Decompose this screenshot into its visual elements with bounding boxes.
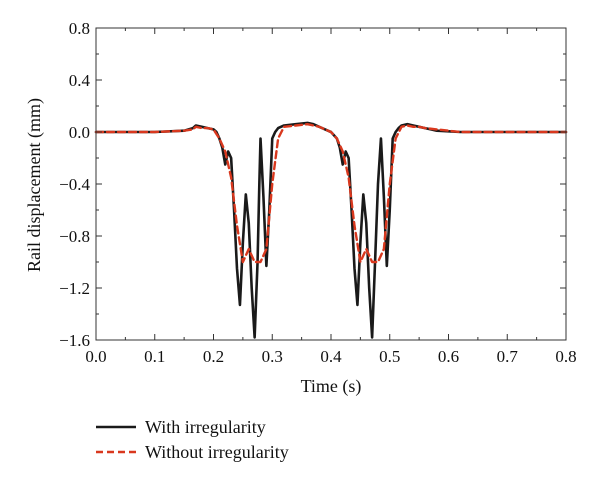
x-tick-label: 0.5: [379, 347, 400, 366]
x-tick-label: 0.8: [555, 347, 576, 366]
y-tick-label: 0.8: [69, 19, 90, 38]
legend-label-with-irregularity: With irregularity: [145, 417, 266, 437]
x-tick-label: 0.3: [262, 347, 283, 366]
x-tick-label: 0.7: [497, 347, 519, 366]
y-tick-label: 0.4: [69, 71, 91, 90]
x-tick-label: 0.4: [320, 347, 342, 366]
y-tick-label: −1.2: [59, 279, 90, 298]
x-tick-label: 0.1: [144, 347, 165, 366]
legend: With irregularity Without irregularity: [96, 417, 289, 462]
y-axis-title: Rail displacement (mm): [24, 98, 45, 272]
x-axis-title: Time (s): [301, 376, 362, 397]
x-tick-label: 0.2: [203, 347, 224, 366]
y-tick-label: −0.4: [59, 175, 90, 194]
y-tick-label: −0.8: [59, 227, 90, 246]
x-tick-label: 0.0: [85, 347, 106, 366]
series-line-without-irregularity: [94, 123, 568, 264]
ticks: 0.0 0.1 0.2 0.3 0.4 0.5 0.6 0.7 0.8 0.8 0.4 0.0 −0.4…: [59, 19, 576, 366]
series-line-with-irregularity: [94, 121, 568, 339]
legend-label-without-irregularity: Without irregularity: [145, 442, 289, 462]
y-tick-label: −1.6: [59, 331, 90, 350]
x-tick-label: 0.6: [438, 347, 459, 366]
plot-lines: [94, 121, 568, 339]
y-tick-label: 0.0: [69, 123, 90, 142]
